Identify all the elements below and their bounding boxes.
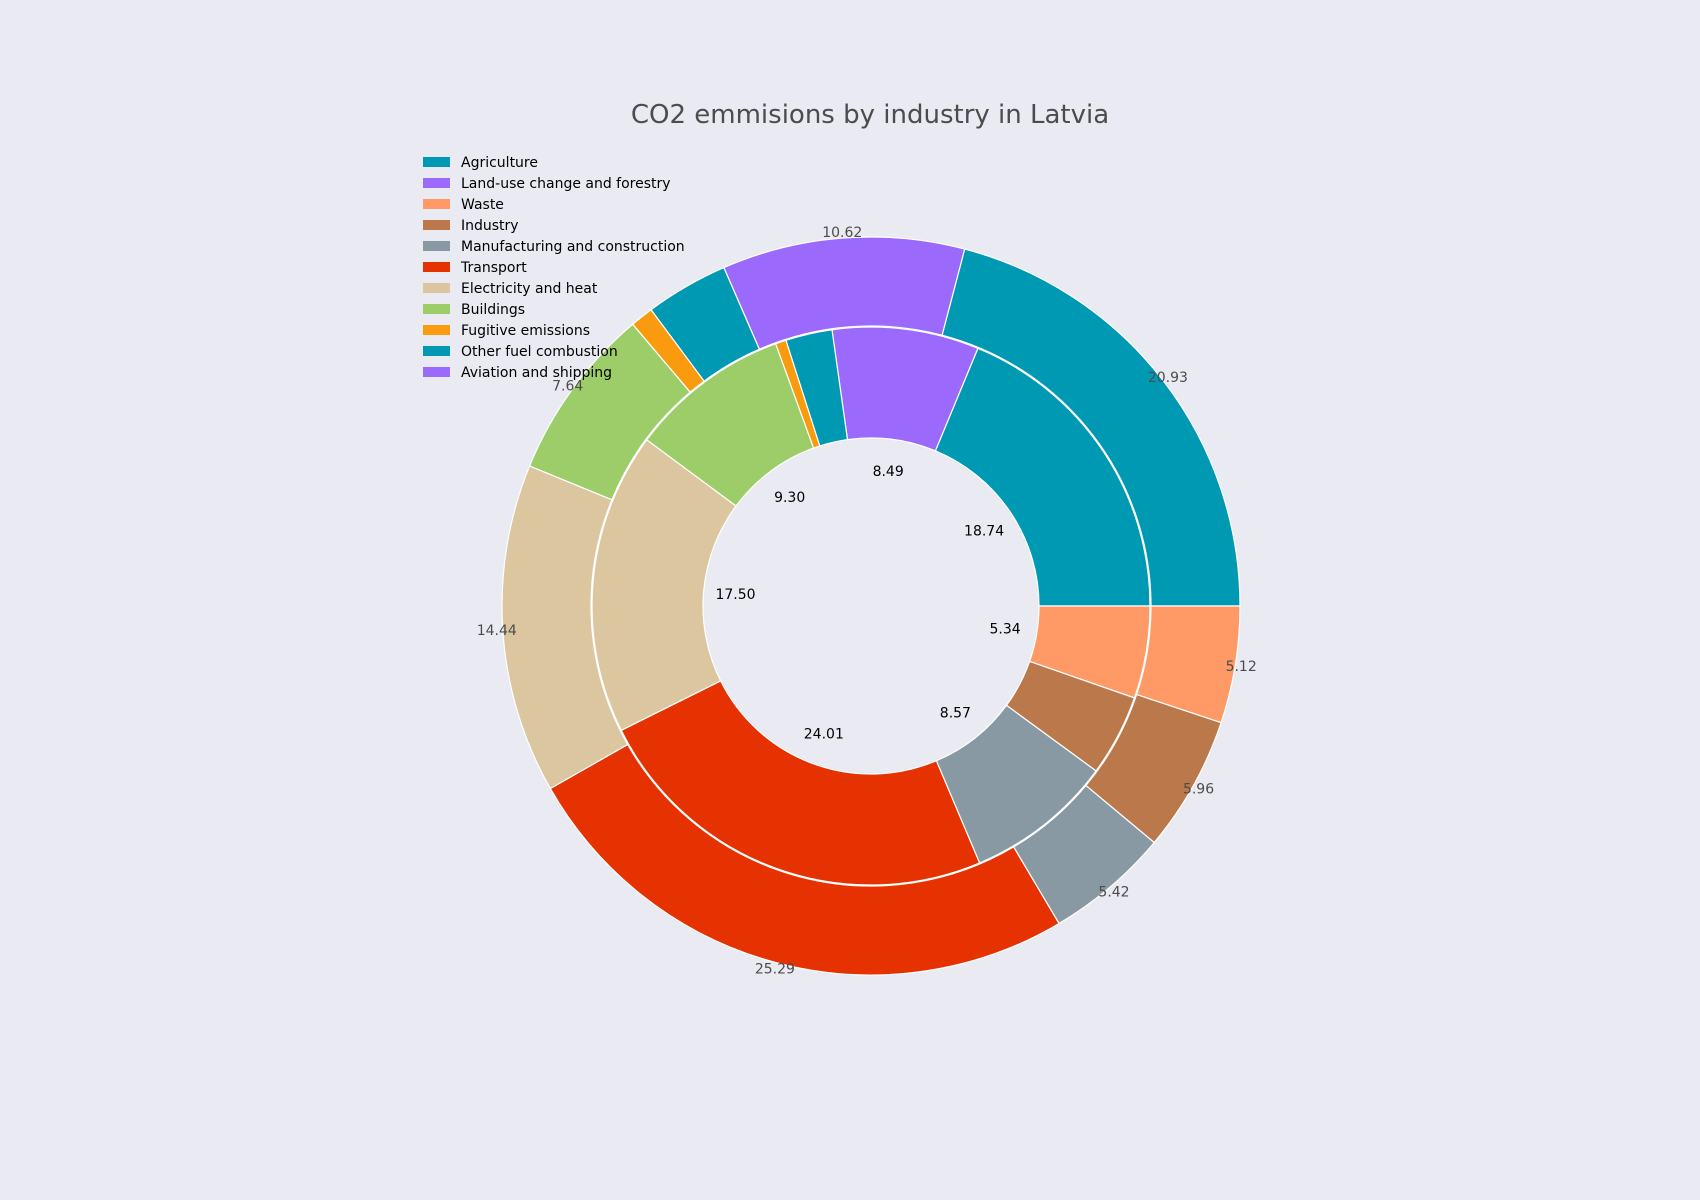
legend-label: Other fuel combustion [461, 344, 618, 360]
inner-slice [934, 347, 1151, 607]
legend-swatch [423, 199, 450, 209]
legend-swatch [423, 325, 450, 335]
legend: Agriculture Land-use change and forestry W… [423, 155, 685, 381]
inner-value-label: 18.74 [964, 523, 1004, 539]
legend-swatch [423, 367, 450, 377]
inner-slice [785, 329, 849, 447]
outer-value-label: 20.93 [1148, 370, 1188, 386]
outer-slice [631, 308, 705, 394]
inner-value-label: 8.57 [940, 706, 971, 722]
outer-slice [501, 465, 629, 790]
legend-swatch [423, 157, 450, 167]
inner-value-label: 9.30 [774, 490, 805, 506]
inner-value-label: 8.49 [873, 464, 904, 480]
legend-label: Aviation and shipping [461, 365, 612, 381]
legend-label: Waste [461, 197, 504, 213]
inner-slice [591, 439, 737, 732]
inner-slice [645, 343, 815, 507]
legend-label: Agriculture [461, 155, 538, 171]
legend-label: Fugitive emissions [461, 323, 590, 339]
inner-value-label: 24.01 [804, 727, 844, 743]
inner-ring [591, 326, 1151, 886]
legend-label: Buildings [461, 302, 525, 318]
chart-title: CO2 emmisions by industry in Latvia [631, 100, 1109, 130]
outer-slice [723, 236, 966, 351]
outer-slice [650, 266, 761, 383]
legend-label: Electricity and heat [461, 281, 598, 297]
inner-slice [1005, 660, 1136, 772]
legend-label: Transport [460, 260, 527, 276]
outer-slice [1085, 693, 1222, 844]
outer-value-label: 10.62 [822, 225, 862, 241]
outer-slice [1012, 784, 1156, 925]
legend-swatch [423, 220, 450, 230]
outer-slice [528, 323, 692, 501]
outer-ring [501, 236, 1241, 976]
inner-slice [620, 680, 981, 886]
inner-value-label: 5.34 [990, 622, 1021, 638]
inner-value-label: 17.50 [715, 587, 755, 603]
legend-swatch [423, 346, 450, 356]
outer-value-label: 7.64 [552, 378, 583, 394]
legend-swatch [423, 283, 450, 293]
legend-swatch [423, 304, 450, 314]
outer-value-label: 14.44 [477, 623, 517, 639]
legend-swatch [423, 241, 450, 251]
inner-slice [1028, 605, 1151, 699]
legend-label: Industry [461, 218, 519, 234]
legend-label: Land-use change and forestry [461, 176, 671, 192]
outer-value-label: 25.29 [755, 961, 795, 977]
inner-slice [831, 326, 979, 452]
legend-swatch [423, 178, 450, 188]
legend-swatch [423, 262, 450, 272]
outer-slice [549, 743, 1060, 976]
outer-value-label: 5.12 [1226, 659, 1257, 675]
outer-value-label: 5.96 [1183, 782, 1214, 798]
outer-slice [1135, 605, 1241, 724]
outer-value-label: 5.42 [1098, 885, 1129, 901]
slice-labels: 20.93 10.62 7.64 14.44 25.29 5.42 5.96 5.12 18.7… [477, 225, 1257, 977]
inner-slice [935, 704, 1097, 864]
legend-label: Manufacturing and construction [461, 239, 685, 255]
